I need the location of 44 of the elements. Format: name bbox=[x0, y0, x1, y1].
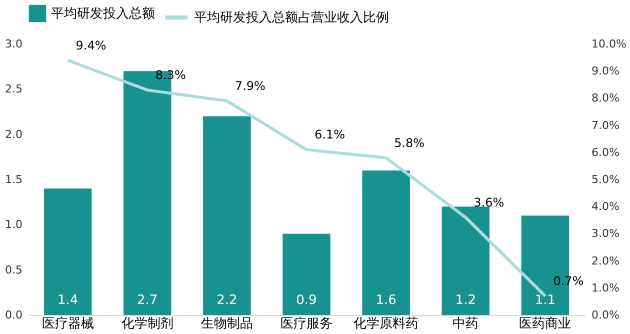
legend-label: 平均研发投入总额 bbox=[51, 6, 155, 22]
y-tick-label: 0.5 bbox=[5, 263, 22, 276]
x-tick-label: 化学原料药 bbox=[354, 316, 419, 332]
data-label: 9.4% bbox=[76, 38, 106, 52]
data-label: 6.1% bbox=[314, 128, 345, 142]
y2-tick-label: 4.0% bbox=[592, 200, 620, 214]
data-label: 1.2 bbox=[455, 293, 476, 308]
data-label: 5.8% bbox=[394, 136, 425, 150]
x-tick-label: 医药商业 bbox=[519, 316, 572, 332]
y2-tick-label: 0.0% bbox=[592, 308, 620, 322]
data-label: 7.9% bbox=[234, 78, 266, 93]
y-tick-label: 3.0 bbox=[5, 38, 22, 50]
bar bbox=[442, 206, 490, 315]
y-tick-label: 0.0 bbox=[5, 308, 22, 322]
legend-label: 平均研发投入总额占营业收入比例 bbox=[194, 10, 389, 26]
y-tick-label: 2.5 bbox=[5, 82, 22, 96]
x-tick-label: 生物制品 bbox=[200, 316, 253, 332]
data-label: 2.2 bbox=[216, 293, 238, 308]
y2-tick-label: 7.0% bbox=[592, 118, 620, 132]
x-tick-label: 医疗器械 bbox=[42, 316, 94, 332]
y2-tick-label: 8.0% bbox=[592, 92, 620, 105]
data-label: 0.9 bbox=[296, 293, 317, 308]
x-tick-label: 医疗服务 bbox=[280, 316, 332, 332]
y-tick-label: 1.5 bbox=[5, 173, 22, 186]
y2-tick-label: 3.0% bbox=[592, 227, 620, 240]
y2-tick-label: 5.0% bbox=[592, 173, 620, 186]
y2-tick-label: 10.0% bbox=[592, 38, 626, 50]
data-label: 1.1 bbox=[534, 293, 556, 308]
y2-tick-label: 9.0% bbox=[592, 64, 620, 78]
y-tick-label: 2.0 bbox=[5, 128, 22, 141]
bar bbox=[362, 170, 410, 315]
data-label: 1.4 bbox=[57, 293, 78, 308]
x-tick-label: 化学制剂 bbox=[121, 316, 174, 332]
data-label: 1.6 bbox=[376, 293, 396, 308]
x-tick-label: 中药 bbox=[452, 316, 479, 332]
bar bbox=[282, 234, 330, 315]
bar bbox=[44, 188, 92, 315]
y2-tick-label: 1.0% bbox=[592, 281, 620, 294]
y-tick-label: 1.0 bbox=[5, 218, 22, 232]
bar bbox=[203, 116, 251, 315]
data-label: 2.7 bbox=[137, 293, 158, 308]
data-label: 3.6% bbox=[474, 195, 504, 210]
y2-tick-label: 2.0% bbox=[592, 254, 620, 268]
y2-tick-label: 6.0% bbox=[592, 146, 620, 159]
